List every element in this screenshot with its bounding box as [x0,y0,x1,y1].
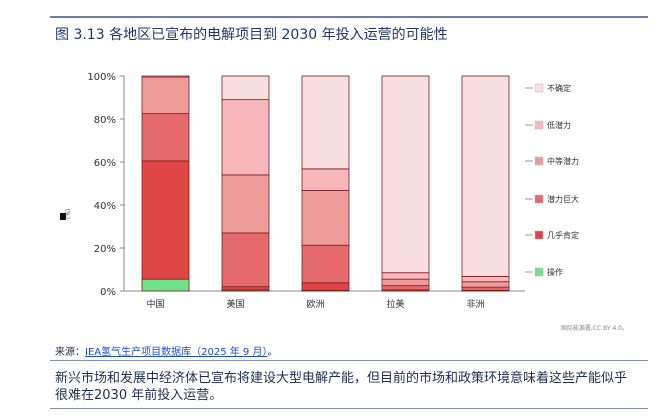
bar-segment [141,160,190,280]
legend-swatch [534,267,544,277]
bar-segment [141,76,190,115]
y-tick-label: 100% [87,72,116,83]
bar-segment [461,281,510,288]
legend-swatch [534,120,544,130]
y-tick-label: 80% [94,115,116,126]
bar-segment [461,275,510,283]
bar-segment [461,286,510,291]
legend-label: 几乎肯定 [547,230,579,240]
x-tick-label: 美国 [226,298,244,310]
bar-segment [301,168,350,191]
bar-segment [141,278,190,292]
bar-segment [381,75,430,274]
legend-label: 不确定 [547,83,571,93]
legend-label: 中等潜力 [547,156,579,166]
bar-segment [381,278,430,287]
bar-segment [461,75,510,277]
bar-segment [221,75,270,101]
legend-label: 操作 [547,267,563,277]
y-tick-label: 0% [100,287,116,298]
legend-label: 潜力巨大 [547,194,579,204]
bar-segment [221,99,270,176]
legend-swatch [534,156,544,166]
bar-segment [301,244,350,284]
source-link[interactable]: IEA氢气生产项目数据库（2025 年 9 月） [85,347,268,358]
bar-segment [221,232,270,288]
bar-segment [221,286,270,291]
y-tick-label: 60% [94,158,116,169]
bar-segment [381,285,430,291]
legend-swatch [534,194,544,204]
top-rule [50,16,648,18]
bar-segment [141,75,190,78]
bottom-rule [50,408,648,409]
bar-segment [141,113,190,162]
x-tick-label: 拉美 [386,298,404,310]
stacked-bar-chart: 0% 20% 40% 60% 80% 100% (%) 中国 美国 欧洲 拉美 非洲 不确定低潜力中等潜… [60,72,628,332]
bar-segment [301,75,350,170]
y-label-marker [60,213,66,220]
bar-segment [381,272,430,280]
legend-swatch [534,83,544,93]
divider [50,360,648,361]
bar-segment [301,282,350,291]
x-tick-label: 欧洲 [306,298,324,310]
y-tick-label: 40% [94,201,116,212]
figure-title: 图 3.13 各地区已宣布的电解项目到 2030 年投入运营的可能性 [55,27,448,43]
bar-segment [301,189,350,246]
figure-note: 新兴市场和发展中经济体已宣布将建设大型电解产能，但目前的市场和政策环境意味着这些… [55,371,628,403]
credit-text: 国际能源署,CC BY 4.0。 [561,324,628,332]
x-tick-label: 中国 [146,298,164,310]
y-tick-label: 20% [94,244,116,255]
legend-swatch [534,230,544,240]
source-line: 来源：IEA氢气生产项目数据库（2025 年 9 月）。 [55,343,277,358]
source-label: 来源： [55,347,85,358]
bar-segment [221,174,270,234]
x-tick-label: 非洲 [466,298,484,310]
legend-label: 低潜力 [547,120,571,130]
source-suffix: 。 [267,347,278,358]
y-axis-label: (%) [65,209,72,219]
